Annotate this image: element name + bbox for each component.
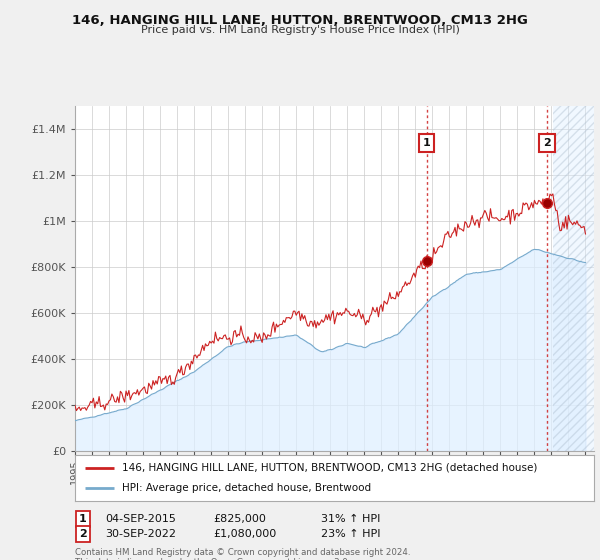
Text: 23% ↑ HPI: 23% ↑ HPI <box>321 529 380 539</box>
Text: Price paid vs. HM Land Registry's House Price Index (HPI): Price paid vs. HM Land Registry's House … <box>140 25 460 35</box>
Bar <box>553 106 594 451</box>
Text: 2: 2 <box>544 138 551 148</box>
Text: 31% ↑ HPI: 31% ↑ HPI <box>321 514 380 524</box>
Text: 146, HANGING HILL LANE, HUTTON, BRENTWOOD, CM13 2HG (detached house): 146, HANGING HILL LANE, HUTTON, BRENTWOO… <box>122 463 537 473</box>
Text: 30-SEP-2022: 30-SEP-2022 <box>105 529 176 539</box>
Text: £1,080,000: £1,080,000 <box>213 529 276 539</box>
Text: Contains HM Land Registry data © Crown copyright and database right 2024.
This d: Contains HM Land Registry data © Crown c… <box>75 548 410 560</box>
Text: 2: 2 <box>79 529 86 539</box>
Text: 1: 1 <box>79 514 86 524</box>
Text: £825,000: £825,000 <box>213 514 266 524</box>
Text: 04-SEP-2015: 04-SEP-2015 <box>105 514 176 524</box>
Text: HPI: Average price, detached house, Brentwood: HPI: Average price, detached house, Bren… <box>122 483 371 493</box>
Text: 1: 1 <box>423 138 431 148</box>
Text: 146, HANGING HILL LANE, HUTTON, BRENTWOOD, CM13 2HG: 146, HANGING HILL LANE, HUTTON, BRENTWOO… <box>72 14 528 27</box>
